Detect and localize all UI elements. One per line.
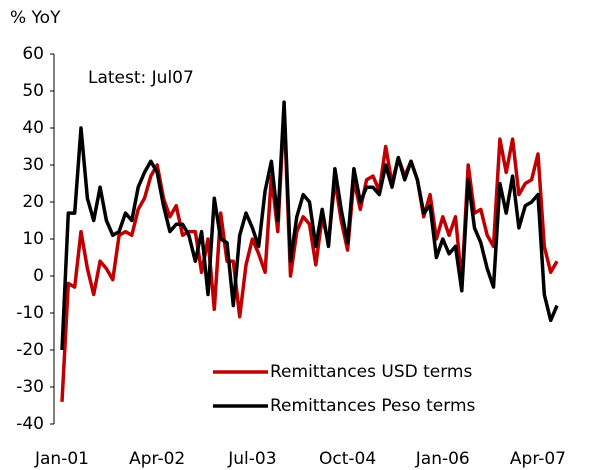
y-tick-label: 50 [22,81,44,101]
line-series [60,107,559,402]
y-tick-label: -20 [16,340,44,360]
y-tick-label: 60 [22,44,44,64]
x-tick-label: Apr-07 [510,449,566,469]
legend-label: Remittances Peso terms [270,396,476,416]
y-tick-label: -40 [16,414,44,434]
y-tick-label: -10 [16,303,44,323]
x-tick-label: Jan-06 [415,449,470,469]
x-tick-label: Oct-04 [319,449,376,469]
y-tick-label: 20 [22,192,44,212]
x-tick-label: Apr-02 [129,449,185,469]
y-tick-label: 30 [22,155,44,175]
legend-label: Remittances USD terms [270,362,472,382]
annotation: Latest: Jul07 [88,68,194,88]
x-tick-label: Jul-03 [227,449,276,469]
y-axis-label: % YoY [10,8,61,28]
y-tick-label: 10 [22,229,44,249]
y-tick-label: 0 [33,266,44,286]
x-tick-label: Jan-01 [34,449,89,469]
y-tick-label: 40 [22,118,44,138]
y-tick-label: -30 [16,377,44,397]
line-series [60,100,559,351]
